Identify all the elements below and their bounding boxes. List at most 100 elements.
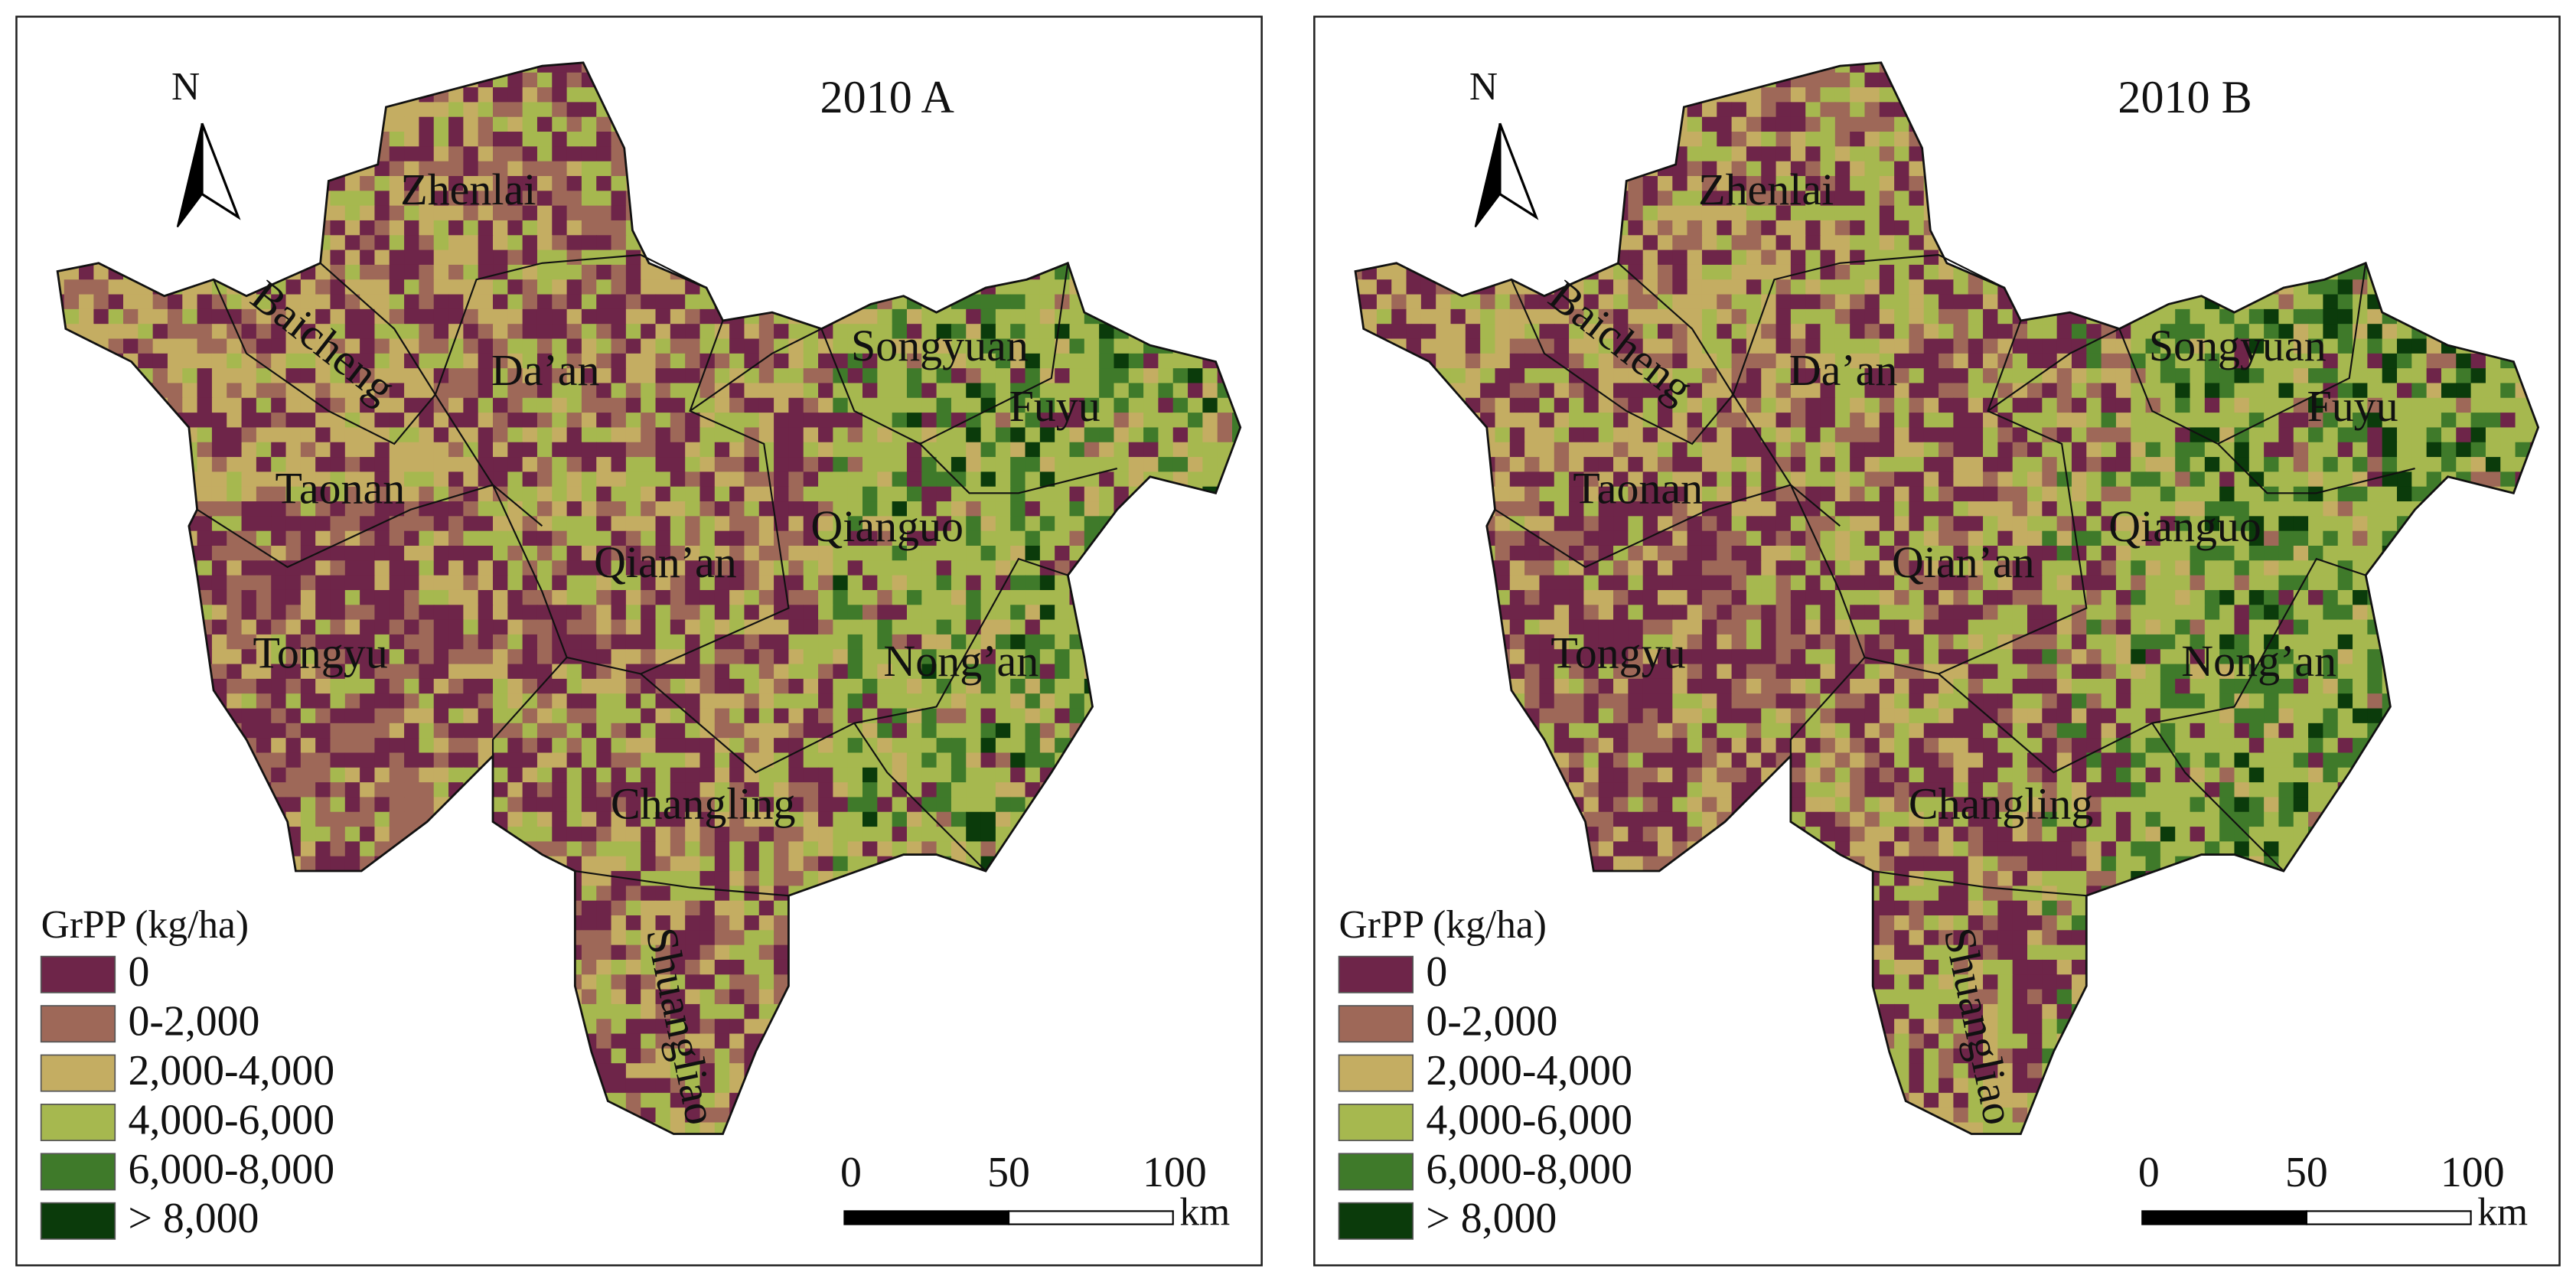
- cell: [330, 279, 346, 295]
- cell: [936, 723, 952, 739]
- cell: [995, 530, 1011, 546]
- cell: [744, 353, 760, 369]
- cell: [300, 782, 316, 798]
- cell: [847, 383, 863, 399]
- cell: [463, 678, 479, 694]
- cell: [980, 589, 996, 605]
- cell: [285, 664, 302, 680]
- cell: [374, 397, 390, 413]
- cell: [625, 827, 641, 843]
- cell: [788, 383, 804, 399]
- cell: [936, 693, 952, 710]
- cell: [625, 383, 641, 399]
- cell: [1217, 427, 1233, 443]
- cell: [625, 427, 641, 443]
- cell: [433, 338, 449, 354]
- cell: [315, 589, 331, 605]
- cell: [729, 516, 745, 532]
- cell: [285, 560, 302, 576]
- cell: [995, 516, 1011, 532]
- cell: [419, 205, 435, 221]
- cell: [729, 457, 745, 473]
- cell: [1069, 383, 1085, 399]
- cell: [788, 649, 804, 665]
- cell: [566, 116, 582, 132]
- cell: [448, 368, 465, 384]
- cell: [921, 501, 937, 517]
- cell: [300, 605, 316, 621]
- cell: [241, 605, 257, 621]
- cell: [1055, 589, 1071, 605]
- cell: [404, 264, 420, 280]
- cell: [818, 678, 834, 694]
- cell: [315, 575, 331, 591]
- cell: [419, 279, 435, 295]
- cell: [344, 471, 360, 488]
- cell: [389, 486, 405, 502]
- cell: [1084, 338, 1100, 354]
- cell: [596, 457, 612, 473]
- cell: [552, 442, 568, 458]
- cell: [197, 516, 213, 532]
- cell: [419, 605, 435, 621]
- cell: [774, 501, 790, 517]
- cell: [227, 693, 243, 710]
- cell: [744, 915, 760, 931]
- cell: [951, 767, 967, 783]
- cell: [581, 368, 597, 384]
- cell: [566, 368, 582, 384]
- cell: [788, 471, 804, 488]
- cell: [419, 191, 435, 207]
- cell: [758, 442, 774, 458]
- cell: [833, 397, 849, 413]
- cell: [847, 649, 863, 665]
- cell: [300, 545, 316, 561]
- cell: [818, 501, 834, 517]
- cell: [581, 752, 597, 768]
- cell: [818, 738, 834, 754]
- cell: [360, 338, 376, 354]
- cell: [729, 738, 745, 754]
- cell: [285, 545, 302, 561]
- cell: [271, 723, 287, 739]
- cell: [1039, 605, 1055, 621]
- cell: [315, 664, 331, 680]
- cell: [552, 383, 568, 399]
- cell: [862, 397, 878, 413]
- cell: [167, 383, 183, 399]
- cell: [921, 605, 937, 621]
- cell: [625, 693, 641, 710]
- cell: [1128, 383, 1144, 399]
- cell: [774, 589, 790, 605]
- cell: [522, 811, 538, 827]
- cell: [611, 501, 627, 517]
- cell: [641, 279, 657, 295]
- cell: [774, 841, 790, 857]
- cell: [847, 471, 863, 488]
- cell: [344, 205, 360, 221]
- cell: [522, 383, 538, 399]
- cell: [271, 589, 287, 605]
- cell: [197, 457, 213, 473]
- cell: [714, 738, 730, 754]
- cell: [670, 324, 686, 340]
- cell: [360, 575, 376, 591]
- cell: [507, 383, 523, 399]
- cell: [966, 427, 982, 443]
- cell: [625, 471, 641, 488]
- cell: [951, 619, 967, 635]
- cell: [877, 619, 893, 635]
- cell: [995, 471, 1011, 488]
- cell: [507, 619, 523, 635]
- cell: [522, 501, 538, 517]
- cell: [507, 264, 523, 280]
- cell: [1084, 457, 1100, 473]
- cell: [227, 605, 243, 621]
- cell: [1069, 324, 1085, 340]
- cell: [641, 294, 657, 310]
- cell: [788, 589, 804, 605]
- cell: [1172, 413, 1189, 429]
- cell: [493, 161, 508, 177]
- cell: [374, 605, 390, 621]
- cell: [744, 338, 760, 354]
